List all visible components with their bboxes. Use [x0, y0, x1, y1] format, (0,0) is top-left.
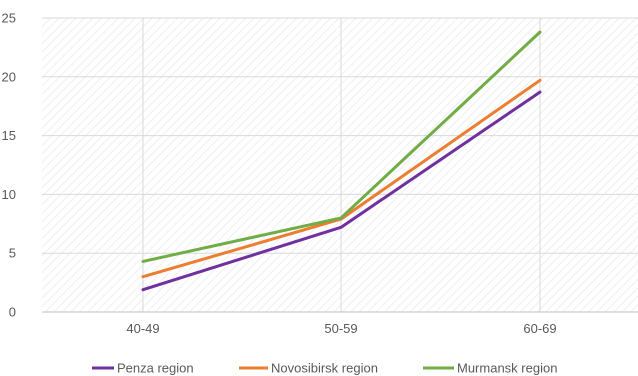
- plot-area-background: [42, 18, 638, 312]
- x-tick-label: 50-59: [324, 321, 357, 336]
- legend-label: Penza region: [117, 361, 194, 376]
- legend-item: Murmansk region: [423, 361, 557, 376]
- y-tick-label: 20: [2, 69, 16, 84]
- y-tick-label: 0: [9, 305, 16, 320]
- legend-item: Novosibirsk region: [239, 361, 378, 376]
- y-tick-label: 25: [2, 11, 16, 26]
- legend-label: Murmansk region: [457, 361, 557, 376]
- legend: Penza region Novosibirsk region Murmansk r…: [92, 361, 557, 376]
- series-line-penza-region: [141, 90, 542, 292]
- x-tick-label: 40-49: [126, 321, 159, 336]
- legend-label: Novosibirsk region: [271, 361, 378, 376]
- y-tick-label: 15: [2, 128, 16, 143]
- x-tick-label: 60-69: [523, 321, 556, 336]
- legend-item: Penza region: [92, 361, 194, 376]
- axes: 0 5 10 15 20 25 40-49 50-59 60-69: [2, 11, 638, 336]
- series-lines: [141, 30, 542, 292]
- gridlines: [42, 17, 638, 312]
- y-tick-label: 5: [9, 246, 16, 261]
- series-line-murmansk-region: [141, 30, 542, 263]
- y-tick-label: 10: [2, 187, 16, 202]
